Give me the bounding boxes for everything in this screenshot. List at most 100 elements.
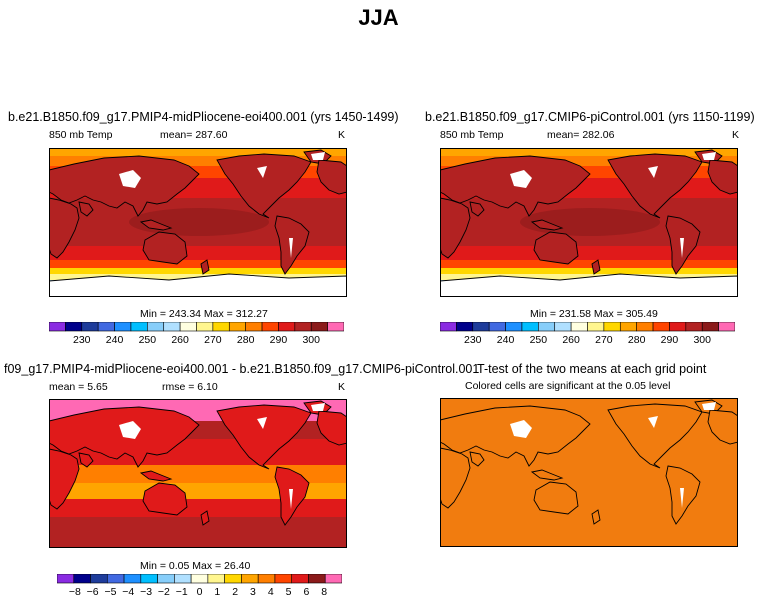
colorbar-tick-label: 4 bbox=[268, 586, 274, 598]
difference-band bbox=[49, 465, 347, 483]
colorbar-box bbox=[472, 322, 490, 332]
colorbar-tick-label: 230 bbox=[73, 334, 91, 346]
temperature-band bbox=[49, 148, 347, 156]
colorbar-box bbox=[554, 322, 572, 332]
colorbar-box bbox=[212, 322, 230, 332]
coastline-africa bbox=[440, 197, 471, 259]
variable-label-top-left: 850 mb Temp bbox=[49, 129, 113, 141]
map-frame bbox=[49, 148, 347, 297]
colorbar-tick-label: 300 bbox=[302, 334, 320, 346]
coastline-australia bbox=[142, 482, 188, 516]
coastline-newzealand bbox=[591, 259, 601, 275]
coastline-africa bbox=[440, 447, 471, 509]
colorbar-box bbox=[261, 322, 279, 332]
tibet-mask bbox=[510, 170, 532, 188]
coastline-europe bbox=[707, 159, 738, 195]
tibet-mask bbox=[119, 421, 141, 439]
colorbar-box bbox=[294, 322, 312, 332]
difference-band bbox=[49, 499, 347, 517]
units-label-bottom-left: K bbox=[338, 381, 346, 393]
minmax-label-top-left: Min = 243.34 Max = 312.27 bbox=[140, 308, 268, 320]
colorbar-box bbox=[163, 322, 181, 332]
colorbar-box bbox=[130, 322, 148, 332]
colorbar-box bbox=[147, 322, 165, 332]
coastline-australia bbox=[142, 231, 188, 265]
andes-mask bbox=[289, 489, 293, 509]
colorbar-box bbox=[228, 322, 246, 332]
colorbar-tick-label: 8 bbox=[321, 586, 327, 598]
units-label-top-left: K bbox=[338, 129, 346, 141]
colorbar-box bbox=[718, 322, 735, 332]
colorbar-box bbox=[652, 322, 670, 332]
colorbar-box bbox=[179, 322, 197, 332]
variable-label-top-right: 850 mb Temp bbox=[440, 129, 504, 141]
rockies-mask bbox=[257, 166, 267, 178]
coastline-arabia bbox=[469, 451, 485, 467]
colorbar-top-left: 230 240 250 260 270 280 290 300 bbox=[49, 322, 344, 346]
map-frame bbox=[440, 398, 738, 547]
greenland-mask bbox=[702, 152, 716, 160]
colorbar-tick-label: 230 bbox=[464, 334, 482, 346]
colorbar-box bbox=[456, 322, 474, 332]
colorbar-box bbox=[440, 322, 457, 332]
difference-band bbox=[49, 483, 347, 499]
colorbar-box bbox=[619, 322, 637, 332]
colorbar-box bbox=[685, 322, 703, 332]
colorbar-box bbox=[174, 574, 192, 584]
mean-label-top-right: mean= 282.06 bbox=[547, 129, 615, 141]
minmax-label-top-right: Min = 231.58 Max = 305.49 bbox=[530, 308, 658, 320]
tibet-mask bbox=[510, 420, 532, 438]
colorbar-box bbox=[521, 322, 539, 332]
difference-band bbox=[49, 517, 347, 548]
colorbar-box bbox=[241, 574, 259, 584]
colorbar-box bbox=[157, 574, 175, 584]
colorbar-box bbox=[636, 322, 654, 332]
coastline-australia bbox=[533, 231, 579, 265]
mean-label-bottom-left: mean = 5.65 bbox=[49, 381, 108, 393]
colorbar-tick-label: 290 bbox=[661, 334, 679, 346]
panel-title-bottom-right: T-test of the two means at each grid poi… bbox=[477, 362, 707, 376]
coastline-newzealand bbox=[591, 509, 601, 525]
coastline-arabia bbox=[78, 452, 94, 468]
colorbar-box bbox=[278, 322, 296, 332]
colorbar-tick-label: 280 bbox=[628, 334, 646, 346]
colorbar-tick-label: 250 bbox=[139, 334, 157, 346]
panel-subtitle-bottom-right: Colored cells are significant at the 0.0… bbox=[465, 380, 671, 392]
greenland-mask bbox=[311, 152, 325, 160]
colorbar-box bbox=[327, 322, 344, 332]
temperature-band bbox=[49, 156, 347, 166]
coastline-indonesia bbox=[530, 219, 564, 231]
coastline-australia bbox=[533, 481, 579, 515]
colorbar-box bbox=[97, 322, 115, 332]
colorbar-box bbox=[90, 574, 108, 584]
units-label-top-right: K bbox=[732, 129, 740, 141]
colorbar-box bbox=[245, 322, 263, 332]
coastline-northamerica bbox=[607, 153, 703, 219]
coastline-europe bbox=[707, 409, 738, 445]
rockies-mask bbox=[648, 166, 658, 178]
coastline-northamerica bbox=[607, 403, 703, 469]
minmax-label-bottom-left: Min = 0.05 Max = 26.40 bbox=[140, 560, 251, 572]
coastline-arabia bbox=[469, 201, 485, 217]
colorbar-bottom-left: −8 −6 −5 −4 −3 −2 −1 0 1 2 3 4 5 6 8 bbox=[57, 574, 342, 598]
coastline-europe bbox=[316, 159, 347, 195]
colorbar-box bbox=[65, 322, 83, 332]
map-top-left bbox=[49, 148, 347, 297]
colorbar-box bbox=[81, 322, 99, 332]
map-top-right bbox=[440, 148, 738, 297]
colorbar-box bbox=[310, 322, 328, 332]
colorbar-tick-label: −5 bbox=[104, 586, 116, 598]
temperature-band bbox=[49, 260, 347, 268]
colorbar-box bbox=[308, 574, 326, 584]
colorbar-tick-label: 260 bbox=[171, 334, 189, 346]
coastline-northamerica bbox=[216, 404, 312, 470]
coastline-africa bbox=[49, 448, 80, 510]
colorbar-tick-label: 260 bbox=[562, 334, 580, 346]
coastline-indonesia bbox=[139, 470, 173, 482]
colorbar-tick-label: 250 bbox=[530, 334, 548, 346]
colorbar-box bbox=[505, 322, 523, 332]
colorbar-box bbox=[570, 322, 588, 332]
coastline-antarctica bbox=[49, 273, 347, 297]
colorbar-tick-label: −3 bbox=[140, 586, 152, 598]
colorbar-box bbox=[538, 322, 556, 332]
